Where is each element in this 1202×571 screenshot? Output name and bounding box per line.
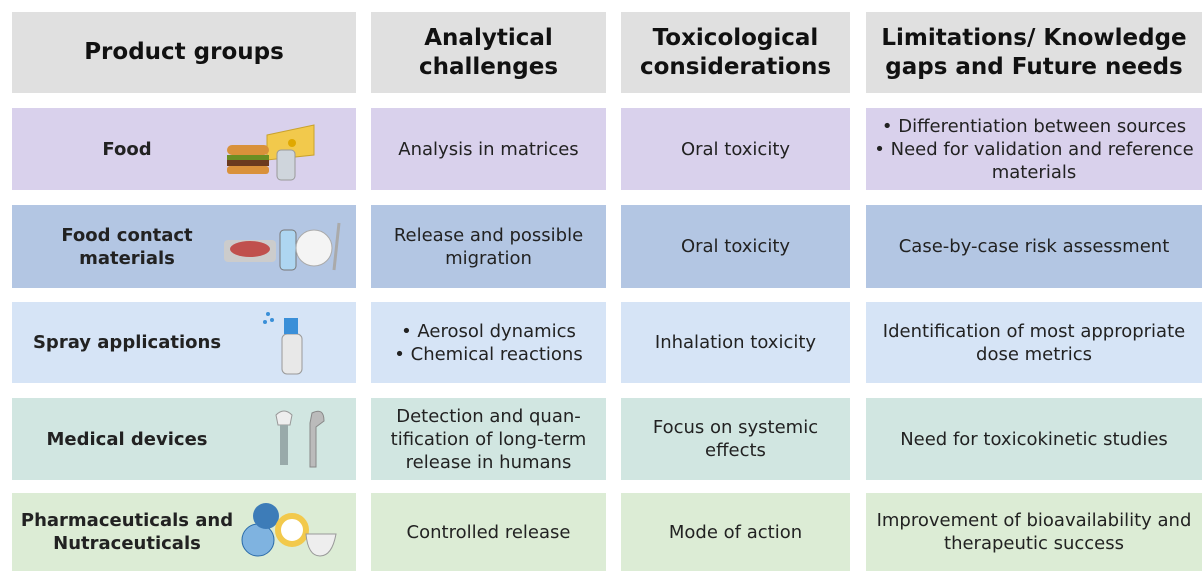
cell-text: • Aerosol dynamics <box>401 320 576 342</box>
cell-text: Spray applications <box>32 332 222 353</box>
content-cell: Release and possible migration <box>371 205 606 288</box>
cell-text: materials <box>991 161 1077 183</box>
content-cell: Analysis in matrices <box>371 108 606 190</box>
cell-text: Oral toxicity <box>680 236 791 257</box>
cell-text: release in humans <box>405 451 572 473</box>
cell-text: Case-by-case risk assessment <box>898 236 1170 257</box>
cell-text: • Differentiation between sources <box>881 115 1187 137</box>
content-cell: Identification of most appropriate dose m… <box>866 302 1202 383</box>
content-cell: • Differentiation between sources • Need … <box>866 108 1202 190</box>
header-cell: Toxicological considerations <box>621 12 850 93</box>
spray-icon <box>263 312 303 375</box>
header-cell: Limitations/ Knowledge gaps and Future ne… <box>866 12 1202 93</box>
header-cell: Analytical challenges <box>371 12 606 93</box>
content-cell: Controlled release <box>371 493 606 571</box>
group-cell: Food <box>12 108 242 190</box>
content-cell: Case-by-case risk assessment <box>866 205 1202 288</box>
cell-text: Pharmaceuticals and <box>20 510 234 531</box>
content-cell: Improvement of bioavailability and therap… <box>866 493 1202 571</box>
cell-text: therapeutic success <box>944 533 1124 554</box>
food-contact-icon <box>224 222 341 271</box>
cell-text: effects <box>705 440 766 461</box>
header-cell: Product groups <box>12 12 356 93</box>
cell-text: Identification of most appropriate <box>882 320 1186 342</box>
cell-text: Nutraceuticals <box>53 533 201 554</box>
medical-icon <box>275 410 325 468</box>
content-cell: Detection and quan-tification of long-te… <box>371 398 606 480</box>
group-cell: Food contact materials <box>12 205 242 288</box>
cell-text: Focus on systemic <box>652 417 819 438</box>
cell-text: Inhalation toxicity <box>654 332 817 353</box>
content-cell: • Aerosol dynamics • Chemical reactions <box>371 302 606 383</box>
cell-text: • Need for validation and reference <box>874 138 1194 160</box>
cell-text: Analysis in matrices <box>398 138 579 160</box>
cell-text: Toxicological <box>652 24 819 51</box>
food-icon <box>227 124 315 181</box>
cell-text: Release and possible <box>393 224 584 246</box>
content-cell: Need for toxicokinetic studies <box>866 398 1202 480</box>
cell-text: Need for toxicokinetic studies <box>900 428 1168 450</box>
cell-text: migration <box>445 247 532 269</box>
cell-text: Controlled release <box>406 521 571 543</box>
cell-text: Improvement of bioavailability and <box>876 510 1192 531</box>
cell-text: materials <box>79 247 175 269</box>
cell-text: Mode of action <box>668 521 803 543</box>
cell-text: Food contact <box>61 224 193 246</box>
cell-text: gaps and Future needs <box>885 53 1183 80</box>
group-cell: Pharmaceuticals and Nutraceuticals <box>12 493 242 571</box>
cell-text: Detection and quan- <box>396 405 581 427</box>
content-cell: Focus on systemic effects <box>621 398 850 480</box>
pharma-icon <box>241 503 337 557</box>
content-cell: Oral toxicity <box>621 108 850 190</box>
group-bg <box>12 398 356 480</box>
cell-text: tification of long-term <box>390 428 587 450</box>
cell-text: Product groups <box>84 39 284 65</box>
cell-text: Food <box>102 138 152 160</box>
cell-text: Medical devices <box>46 428 208 450</box>
cell-text: dose metrics <box>976 343 1092 365</box>
group-cell: Medical devices <box>12 398 242 480</box>
cell-text: Analytical <box>424 24 553 51</box>
cell-text: Oral toxicity <box>680 138 791 160</box>
content-cell: Oral toxicity <box>621 205 850 288</box>
cell-text: challenges <box>418 53 559 80</box>
content-cell: Mode of action <box>621 493 850 571</box>
cell-text: Limitations/ Knowledge <box>881 24 1187 51</box>
group-cell: Spray applications <box>12 302 242 383</box>
cell-text: • Chemical reactions <box>394 343 583 365</box>
content-cell: Inhalation toxicity <box>621 302 850 383</box>
cell-text: considerations <box>639 53 832 80</box>
